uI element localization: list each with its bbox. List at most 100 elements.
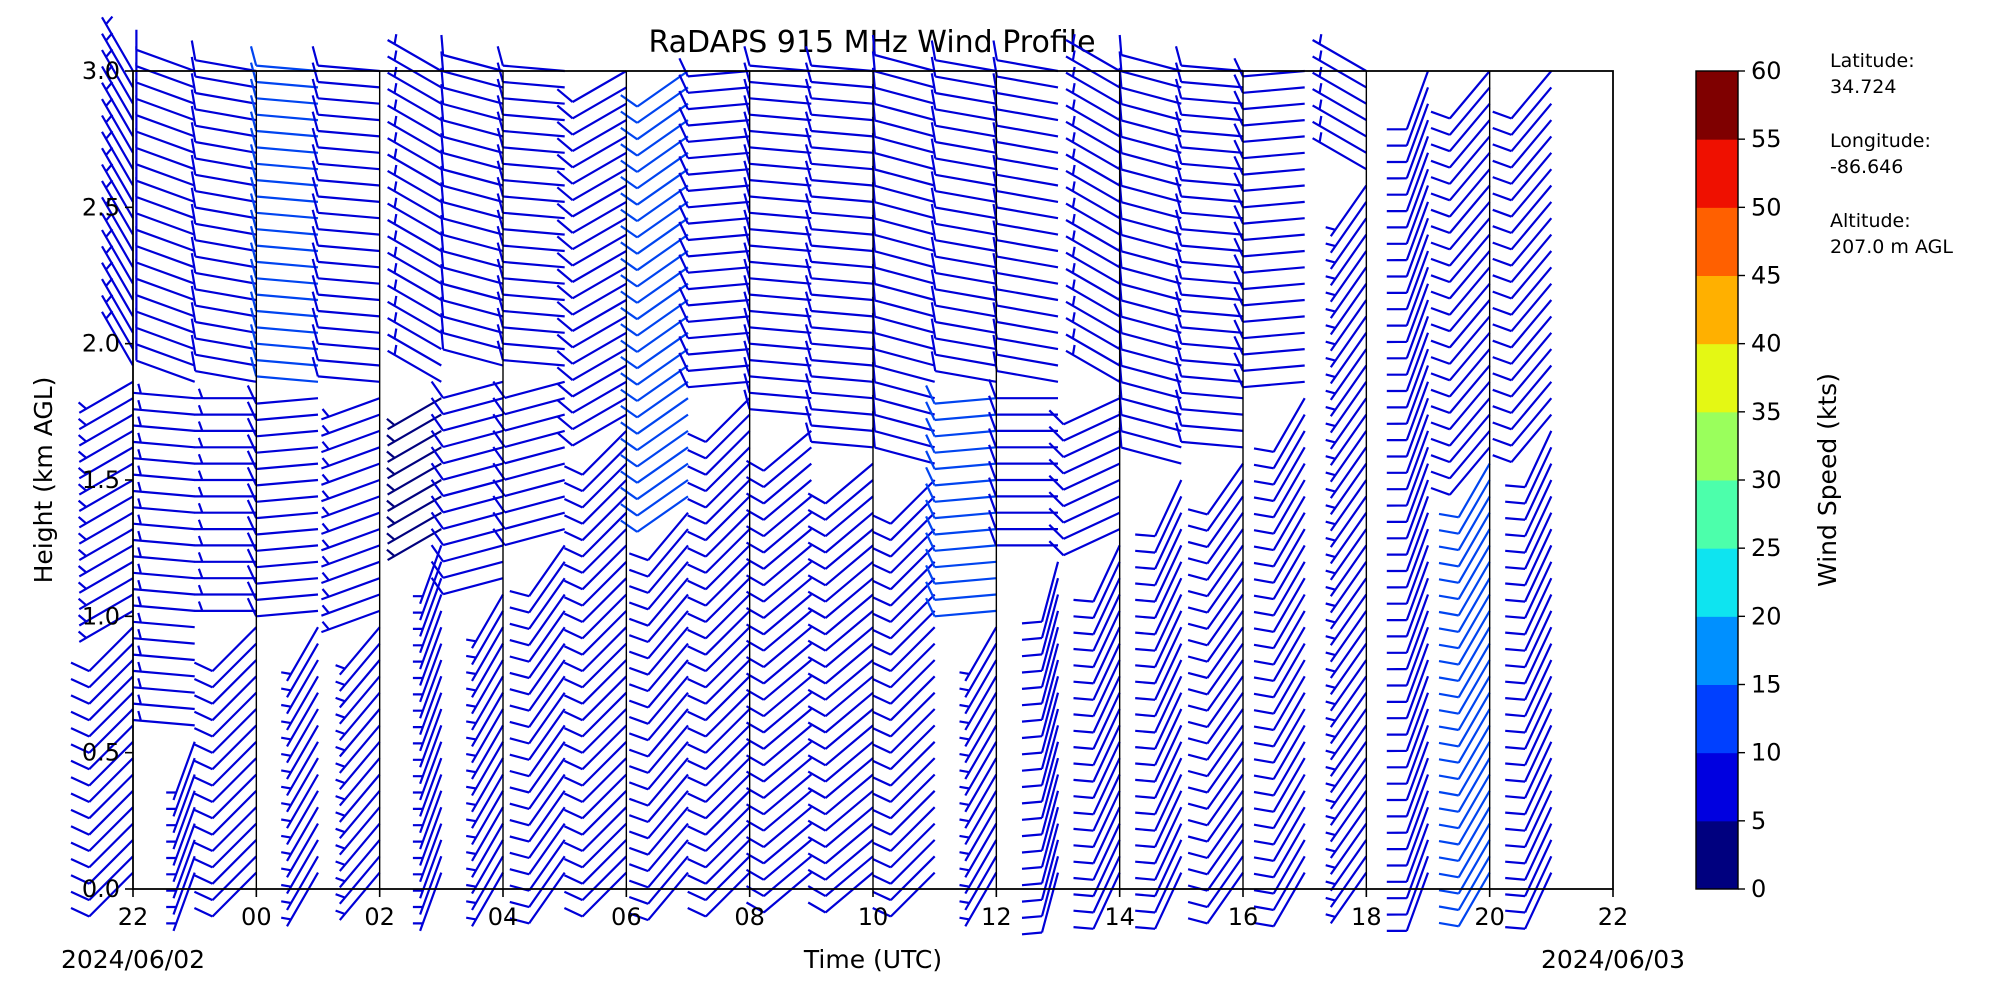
wind-barb: [804, 422, 874, 449]
wind-barb: [1325, 397, 1368, 450]
wind-barb: [563, 871, 628, 918]
wind-barb: [1325, 332, 1368, 385]
wind-barb: [563, 724, 628, 771]
wind-barb: [509, 855, 566, 909]
wind-barb: [194, 535, 257, 547]
wind-barb: [386, 446, 442, 480]
wind-barb: [1386, 119, 1430, 180]
wind-barb: [1438, 512, 1491, 568]
wind-barb: [412, 610, 443, 670]
wind-barb: [430, 446, 504, 465]
wind-barb: [496, 176, 565, 203]
wind-barb: [1253, 675, 1306, 732]
wind-barb: [412, 626, 443, 686]
wind-barb: [246, 417, 319, 438]
wind-barb: [190, 122, 257, 154]
wind-barb: [1325, 430, 1368, 483]
wind-barb: [193, 871, 258, 918]
wind-barb: [1386, 152, 1430, 213]
wind-barb: [335, 790, 381, 840]
wind-barb: [1386, 234, 1430, 294]
wind-barb: [687, 462, 751, 509]
wind-barb: [509, 757, 566, 810]
wind-barb: [321, 429, 381, 454]
wind-barb: [687, 626, 751, 673]
wind-barb: [1065, 344, 1121, 383]
wind-barb: [807, 740, 874, 783]
wind-barb: [249, 291, 319, 318]
wind-barb: [743, 389, 812, 416]
wind-barb: [988, 460, 1058, 482]
wind-barb: [412, 774, 443, 834]
wind-barb: [509, 659, 566, 712]
station-info: Latitude: 34.724 Longitude: -86.646 Alti…: [1830, 48, 1953, 288]
wind-barb: [1430, 430, 1491, 480]
wind-barb: [1430, 86, 1491, 136]
x-tick-label: 14: [1104, 903, 1135, 931]
wind-barb: [132, 498, 195, 514]
wind-barb: [249, 160, 319, 187]
wind-barb: [1187, 479, 1244, 532]
wind-barb: [1073, 855, 1121, 914]
wind-barb: [743, 258, 812, 285]
wind-barb: [1386, 561, 1430, 622]
wind-barb: [1135, 806, 1183, 865]
wind-barb: [193, 806, 258, 852]
wind-barb: [1048, 479, 1121, 508]
wind-barb: [1505, 741, 1553, 800]
wind-barb: [466, 708, 504, 764]
wind-barb: [930, 236, 997, 269]
wind-barb: [1430, 102, 1491, 153]
wind-barb: [807, 511, 874, 554]
wind-barb: [925, 466, 997, 487]
longitude-label: Longitude:: [1830, 130, 1931, 152]
wind-barb: [988, 395, 1058, 416]
wind-barb: [1492, 266, 1553, 316]
wind-barb: [1253, 479, 1306, 535]
wind-barb: [1135, 512, 1183, 570]
wind-barb: [556, 266, 627, 300]
wind-barb: [311, 291, 380, 318]
wind-barb: [1312, 132, 1367, 171]
wind-barb: [1430, 119, 1491, 169]
wind-barb: [496, 111, 565, 138]
wind-barb: [249, 242, 319, 269]
wind-barb: [563, 593, 628, 640]
wind-barb: [872, 822, 936, 869]
wind-barb: [1325, 413, 1368, 466]
wind-barb: [1386, 790, 1430, 851]
wind-barb: [1430, 364, 1491, 415]
wind-barb: [1253, 414, 1306, 470]
wind-barb: [988, 526, 1058, 547]
wind-barb: [804, 62, 874, 89]
wind-barb: [743, 307, 812, 334]
wind-barb: [321, 413, 381, 437]
wind-barb: [563, 757, 628, 803]
wind-barb: [1187, 577, 1244, 630]
wind-barb: [1430, 168, 1491, 218]
altitude-value: 207.0 m AGL: [1830, 236, 1953, 258]
wind-barb: [563, 839, 628, 885]
wind-barb: [190, 56, 257, 89]
wind-barb: [246, 483, 319, 503]
wind-barb: [1386, 185, 1430, 245]
wind-barb: [132, 530, 195, 547]
wind-barb: [1492, 282, 1553, 333]
wind-barb: [1021, 610, 1060, 674]
wind-barb: [166, 790, 196, 850]
wind-barb: [190, 318, 257, 351]
wind-barb: [1325, 708, 1368, 761]
wind-barb: [804, 225, 874, 253]
wind-barb: [249, 95, 319, 122]
wind-barb: [1253, 872, 1306, 928]
wind-barb: [430, 478, 504, 498]
wind-barb: [1065, 99, 1121, 138]
wind-barb: [1021, 872, 1060, 936]
wind-barb: [1325, 610, 1368, 663]
wind-barb: [430, 560, 504, 579]
wind-barb: [872, 741, 936, 787]
wind-barb: [77, 462, 134, 496]
wind-barb: [1073, 594, 1121, 652]
longitude-block: Longitude: -86.646: [1830, 128, 1953, 180]
wind-barb: [563, 462, 628, 509]
